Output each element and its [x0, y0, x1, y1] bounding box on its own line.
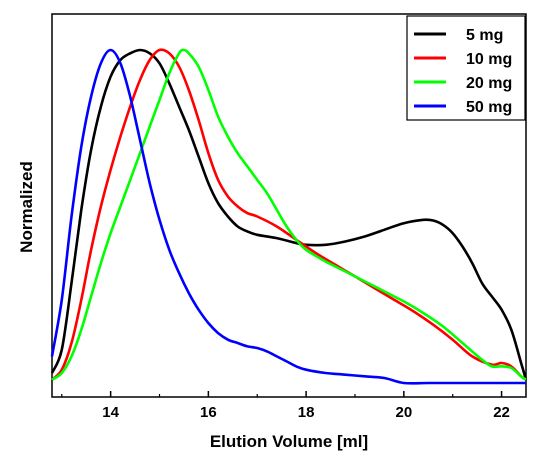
x-tick-label: 20 [395, 404, 412, 421]
legend-label: 50 mg [466, 99, 512, 116]
y-axis-label: Normalized [17, 161, 36, 253]
series-lines [50, 48, 528, 385]
x-tick-label: 22 [493, 404, 510, 421]
legend-label: 10 mg [466, 51, 512, 68]
plot-frame [51, 13, 527, 398]
series-line-10-mg [51, 48, 527, 381]
series-line-50-mg [50, 48, 526, 385]
x-axis-ticks: 14 16 18 20 22 [61, 391, 510, 421]
series-line-20-mg [51, 48, 527, 381]
legend: 5 mg 10 mg 20 mg 50 mg [414, 27, 512, 116]
legend-label: 5 mg [466, 27, 503, 44]
x-axis-label: Elution Volume [ml] [210, 432, 368, 451]
series-line-5-mg [50, 48, 528, 381]
x-tick-label: 16 [200, 404, 217, 421]
x-tick-label: 14 [102, 404, 119, 421]
legend-label: 20 mg [466, 75, 512, 92]
x-tick-label: 18 [298, 404, 315, 421]
